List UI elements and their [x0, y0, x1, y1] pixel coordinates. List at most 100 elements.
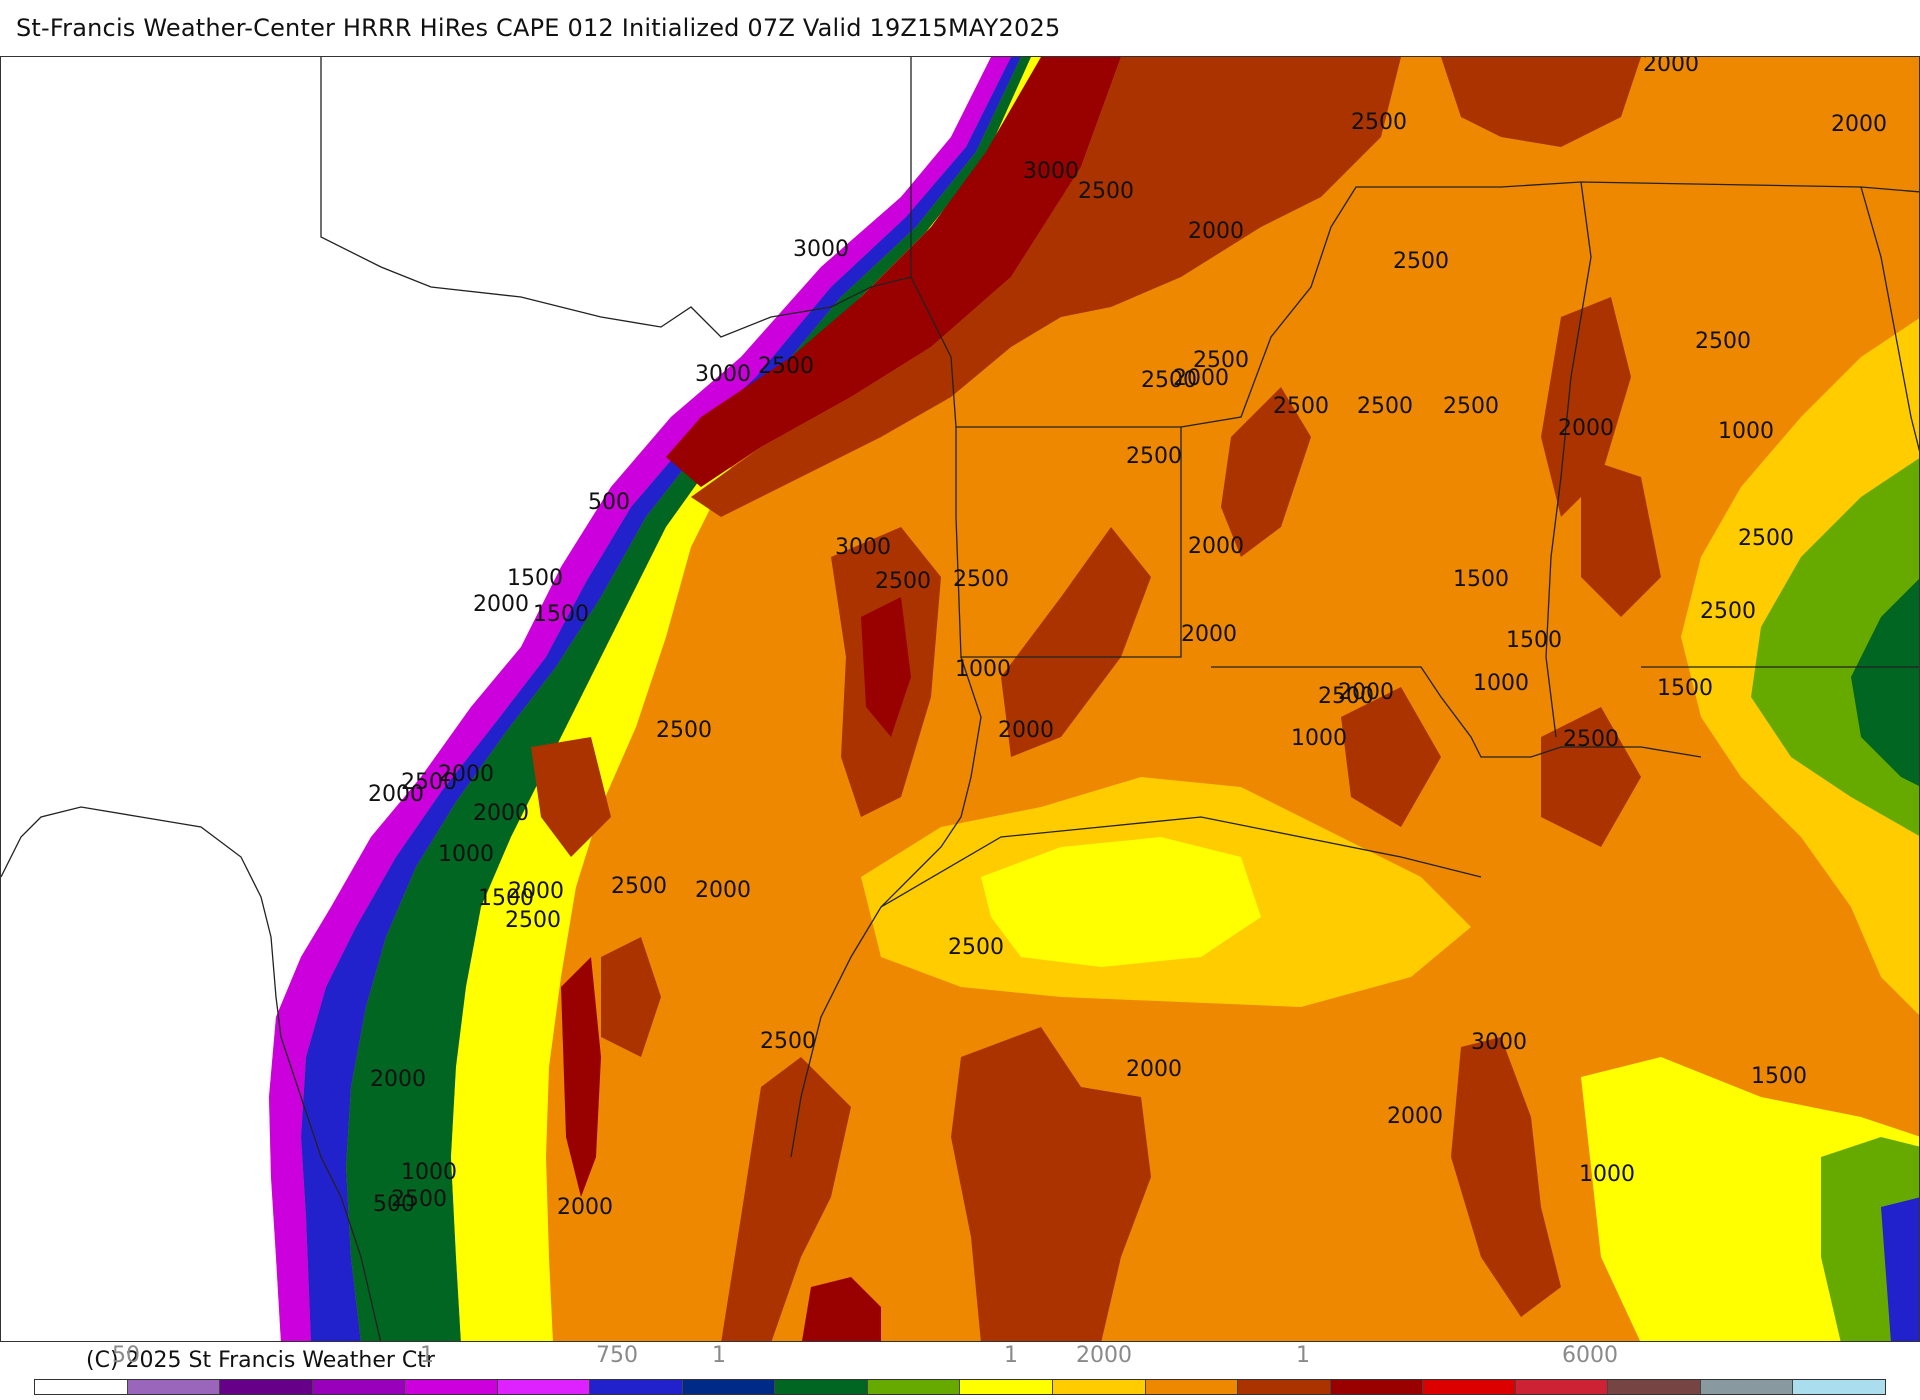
colorbar-swatch [960, 1380, 1054, 1394]
contour-label: 2000 [1831, 112, 1887, 137]
boundary-lines [1, 57, 1919, 1341]
contour-label: 2000 [1188, 534, 1244, 559]
cape-field-3000-coast [561, 957, 601, 1197]
contour-label: 2000 [1558, 416, 1614, 441]
contour-label: 3000 [695, 362, 751, 387]
contour-label: 2000 [1387, 1104, 1443, 1129]
contour-label: 2500 [391, 1187, 447, 1212]
colorbar-swatch [1330, 1380, 1424, 1394]
colorbar-tick-label: 50 [112, 1343, 140, 1368]
contour-label: 2000 [508, 879, 564, 904]
colorbar-swatch [1793, 1380, 1885, 1394]
colorbar-swatch [405, 1380, 498, 1394]
contour-label: 3000 [1471, 1030, 1527, 1055]
contour-label: 2500 [1273, 394, 1329, 419]
contour-label: 1500 [1751, 1064, 1807, 1089]
colorbar-tick-label: 6000 [1562, 1343, 1618, 1368]
contour-label: 2000 [1338, 680, 1394, 705]
cape-field-3000-west [666, 57, 1121, 487]
contour-label: 3000 [1023, 159, 1079, 184]
no-data-area [1, 57, 991, 1341]
contour-label: 2500 [1351, 110, 1407, 135]
contour-label: 2000 [438, 762, 494, 787]
colorbar-swatch [590, 1380, 683, 1394]
colorbar-tick-label: 2000 [1076, 1343, 1132, 1368]
contour-label: 2500 [760, 1029, 816, 1054]
colorbar-swatch [682, 1380, 776, 1394]
contour-label: 2500 [611, 874, 667, 899]
contour-label: 1000 [1579, 1162, 1635, 1187]
contour-label: 1000 [401, 1160, 457, 1185]
contour-label: 500 [373, 1192, 415, 1217]
contour-label: 2500 [656, 718, 712, 743]
colorbar-swatch [220, 1380, 313, 1394]
contour-label: 2000 [998, 718, 1054, 743]
contour-label: 2000 [370, 1067, 426, 1092]
contour-label: 2000 [368, 782, 424, 807]
contour-label: 1500 [1506, 628, 1562, 653]
contour-label: 2000 [1126, 1057, 1182, 1082]
contour-label: 2000 [695, 878, 751, 903]
contour-label: 1000 [1473, 671, 1529, 696]
colorbar-swatch [1700, 1380, 1794, 1394]
colorbar-tick-label: 1 [712, 1343, 726, 1368]
contour-label: 3000 [835, 535, 891, 560]
contour-label: 1000 [438, 842, 494, 867]
contour-label: 2000 [1173, 366, 1229, 391]
colorbar-swatch [497, 1380, 591, 1394]
contour-label: 2500 [1318, 684, 1374, 709]
contour-label: 2000 [1643, 57, 1699, 77]
contour-label: 1000 [1291, 726, 1347, 751]
contour-label: 1500 [1453, 567, 1509, 592]
contour-label: 2500 [1126, 444, 1182, 469]
contour-label: 2500 [1393, 249, 1449, 274]
contour-label: 2500 [1141, 368, 1197, 393]
cape-field-2500 [531, 57, 1661, 1341]
contour-label: 3000 [793, 237, 849, 262]
contour-label: 2500 [1695, 329, 1751, 354]
contour-label: 2000 [1188, 219, 1244, 244]
contour-label: 2000 [473, 592, 529, 617]
contour-label: 1500 [507, 566, 563, 591]
colorbar-swatch [1238, 1380, 1331, 1394]
colorbar-swatch [1145, 1380, 1239, 1394]
colorbar-swatch [867, 1380, 961, 1394]
contour-label: 1500 [533, 602, 589, 627]
contour-label: 2500 [1078, 179, 1134, 204]
cape-field-1500-gulf-core [981, 837, 1261, 967]
colorbar-swatch [775, 1380, 868, 1394]
colorbar-swatch [312, 1380, 406, 1394]
colorbar-swatch [127, 1380, 221, 1394]
contour-label: 2500 [1738, 526, 1794, 551]
contour-label: 1500 [1657, 676, 1713, 701]
contour-label: 500 [588, 490, 630, 515]
cape-field-1500 [451, 57, 1041, 1341]
cape-field-3000-spots [802, 597, 911, 1341]
contour-label: 2500 [1700, 599, 1756, 624]
colorbar-swatch [35, 1380, 128, 1394]
colorbar-swatch [1608, 1380, 1701, 1394]
contour-label: 2500 [948, 935, 1004, 960]
contour-label: 2500 [758, 354, 814, 379]
colorbar-tick-label: 1 [420, 1343, 434, 1368]
contour-label: 1000 [1718, 419, 1774, 444]
cape-map: 2000 2000 2500 3000 2500 2000 3000 2500 2500 3000… [0, 56, 1920, 1342]
copyright-text: (C) 2025 St Francis Weather Ctr [86, 1348, 435, 1373]
contour-label: 2500 [401, 770, 457, 795]
cape-field-500 [301, 57, 1021, 1341]
cape-field-500-se [1881, 1197, 1919, 1341]
contour-label: 2000 [557, 1195, 613, 1220]
colorbar-tick-label: 750 [596, 1343, 638, 1368]
colorbar-tick-label: 1 [1004, 1343, 1018, 1368]
contour-label: 2500 [505, 908, 561, 933]
contour-label: 2500 [1563, 727, 1619, 752]
contour-label: 2000 [473, 801, 529, 826]
contour-label: 2500 [875, 569, 931, 594]
colorbar-swatch [1053, 1380, 1146, 1394]
contour-label: 2500 [1193, 348, 1249, 373]
contour-label: 1000 [955, 657, 1011, 682]
colorbar-swatch [1515, 1380, 1609, 1394]
cape-field-500-east [1851, 579, 1919, 786]
